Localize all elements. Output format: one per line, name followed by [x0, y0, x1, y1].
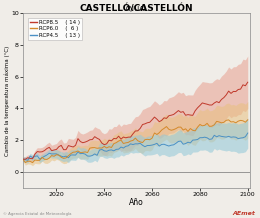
Y-axis label: Cambio de la temperatura máxima (°C): Cambio de la temperatura máxima (°C)	[4, 45, 10, 156]
Legend: RCP8.5    ( 14 ), RCP6.0    (  6 ), RCP4.5    ( 13 ): RCP8.5 ( 14 ), RCP6.0 ( 6 ), RCP4.5 ( 13…	[28, 18, 82, 40]
Text: AEmet: AEmet	[232, 211, 255, 216]
Text: © Agencia Estatal de Meteorología: © Agencia Estatal de Meteorología	[3, 212, 71, 216]
Text: ANUAL: ANUAL	[125, 6, 148, 12]
Title: CASTELLÓ/CASTELLÓN: CASTELLÓ/CASTELLÓN	[80, 4, 193, 13]
X-axis label: Año: Año	[129, 198, 144, 207]
